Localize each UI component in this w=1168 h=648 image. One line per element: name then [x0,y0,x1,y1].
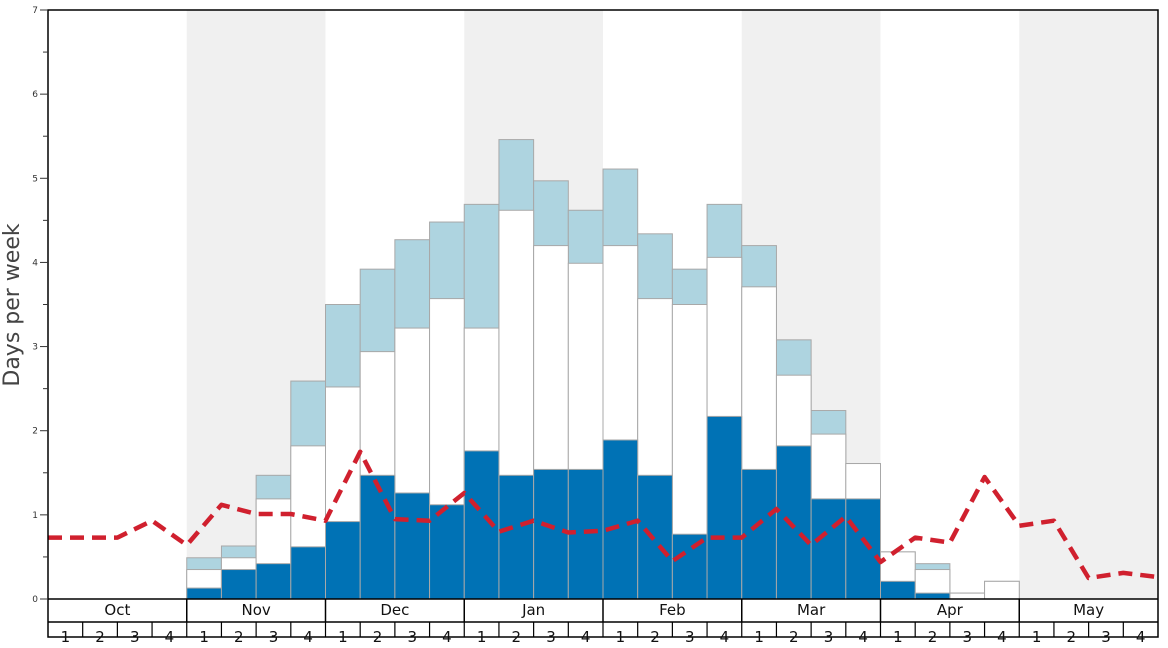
bar-dark [810,498,847,600]
month-label: Feb [659,601,686,619]
bar-dark [914,592,951,600]
bar-dark [533,468,569,600]
bar-dark [637,474,673,600]
week-label: 3 [130,628,140,646]
y-axis-label: Days per week [0,223,25,386]
week-label: 4 [303,628,313,646]
dashed-line-layer [48,449,1159,581]
week-label: 3 [407,628,417,646]
bar-dark [845,498,881,600]
bar-dark [498,474,535,600]
y-tick-label: 7 [32,6,38,16]
bar-dark [775,445,812,600]
week-label: 4 [165,628,175,646]
bar-dark [325,521,361,600]
bar-dark [741,468,777,600]
week-label: 4 [858,628,868,646]
week-label: 3 [1101,628,1111,646]
bar-dark [255,563,292,600]
week-label: 2 [512,628,522,646]
week-label: 3 [685,628,695,646]
y-tick-label: 0 [32,595,38,605]
dashed-series-line [48,449,1159,581]
month-label: May [1073,601,1104,619]
week-label: 2 [95,628,105,646]
week-label: 2 [928,628,938,646]
month-label: Nov [241,601,270,619]
week-label: 1 [616,628,626,646]
bar-dark [220,569,257,600]
bar-dark [359,474,396,600]
week-label: 2 [373,628,383,646]
week-label: 1 [477,628,487,646]
week-label: 4 [997,628,1007,646]
week-label: 3 [962,628,972,646]
week-label: 2 [789,628,799,646]
week-label: 4 [442,628,452,646]
bar-dark [394,492,431,600]
week-label: 3 [546,628,556,646]
bar-white [984,580,1020,600]
week-label: 1 [1032,628,1042,646]
month-band [1019,10,1158,599]
week-label: 4 [1136,628,1146,646]
y-tick-label: 6 [32,90,38,100]
week-label: 2 [234,628,244,646]
bar-dark [290,546,326,600]
week-label: 2 [1067,628,1077,646]
bar-dark [880,580,916,600]
month-label: Dec [380,601,409,619]
y-tick-label: 4 [32,258,38,268]
week-label: 4 [581,628,591,646]
bar-dark [671,533,708,600]
x-axis: Oct Nov Dec Jan Feb Mar Apr May 1 2 3 4 1 2 3 4 1 2 3 4 1 2 3 4… [61,599,1146,646]
week-label: 1 [199,628,209,646]
month-label: Apr [937,601,964,619]
month-label: Jan [521,601,545,619]
y-tick-label: 3 [32,343,38,353]
month-label: Mar [797,601,826,619]
week-label: 4 [720,628,730,646]
bar-dark [429,504,465,600]
week-label: 1 [754,628,764,646]
month-label: Oct [104,601,130,619]
week-label: 1 [893,628,903,646]
y-tick-label: 2 [32,427,38,437]
y-tick-label: 5 [32,174,38,184]
week-label: 3 [269,628,279,646]
bar-dark [186,587,222,600]
bar-dark [706,415,743,600]
week-label: 1 [61,628,71,646]
week-label: 3 [824,628,834,646]
y-axis: 0 1 2 3 4 5 6 7 [32,6,48,605]
y-tick-label: 1 [32,511,38,521]
bar-white [949,592,986,600]
bar-dark [602,439,639,600]
week-label: 2 [650,628,660,646]
week-label: 1 [338,628,348,646]
